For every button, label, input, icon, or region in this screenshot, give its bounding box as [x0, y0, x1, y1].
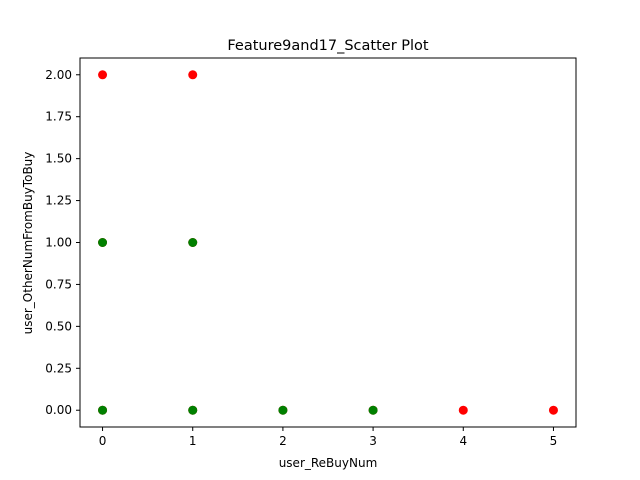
x-axis-title: user_ReBuyNum	[279, 456, 378, 470]
x-tick-label: 3	[369, 434, 377, 448]
x-tick-label: 1	[189, 434, 197, 448]
x-tick-label: 5	[550, 434, 558, 448]
y-axis-title: user_OtherNumFromBuyToBuy	[21, 152, 35, 335]
scatter-point-series-1	[188, 405, 198, 415]
scatter-point-series-0	[458, 405, 468, 415]
scatter-point-series-1	[98, 238, 108, 247]
plot-frame	[79, 57, 577, 428]
y-tick-label: 2.00	[45, 68, 72, 82]
x-tick-label: 0	[99, 434, 107, 448]
x-tick-label: 2	[279, 434, 287, 448]
chart-title: Feature9and17_Scatter Plot	[227, 38, 429, 54]
x-axis: 0 1 2 3 4 5	[99, 427, 558, 448]
y-axis: 0.00 0.25 0.50 0.75 1.00 1.25 1.50 1.75 2.00	[45, 68, 80, 417]
scatter-point-series-0	[188, 70, 198, 80]
x-tick-label: 4	[459, 434, 467, 448]
scatter-point-series-0	[548, 405, 558, 415]
y-tick-label: 1.00	[45, 236, 72, 250]
y-tick-label: 0.50	[45, 319, 72, 333]
y-tick-label: 1.25	[45, 194, 72, 208]
scatter-point-series-0	[98, 70, 108, 80]
scatter-point-series-1	[278, 405, 288, 415]
points-layer	[98, 70, 558, 415]
y-tick-label: 0.25	[45, 361, 72, 375]
y-tick-label: 0.00	[45, 403, 72, 417]
y-tick-label: 1.50	[45, 152, 72, 166]
scatter-point-series-1	[368, 405, 378, 415]
scatter-point-series-1	[188, 238, 198, 247]
y-tick-label: 0.75	[45, 277, 72, 291]
y-tick-label: 1.75	[45, 110, 72, 124]
scatter-point-series-1	[98, 405, 108, 415]
